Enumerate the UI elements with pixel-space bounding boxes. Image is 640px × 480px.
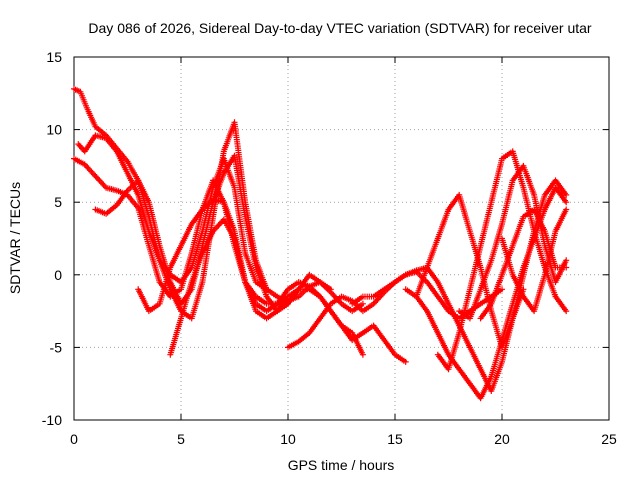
y-tick-label: 10 bbox=[46, 122, 62, 138]
x-tick-label: 20 bbox=[494, 431, 510, 447]
x-tick-label: 10 bbox=[280, 431, 296, 447]
point-marker-trail bbox=[167, 216, 409, 365]
y-tick-label: -10 bbox=[42, 412, 62, 428]
series-track-6 bbox=[167, 216, 409, 365]
chart-title: Day 086 of 2026, Sidereal Day-to-day VTE… bbox=[88, 20, 592, 36]
series-track-5 bbox=[135, 196, 366, 358]
y-tick-label: 0 bbox=[54, 267, 62, 283]
x-tick-label: 5 bbox=[177, 431, 185, 447]
x-tick-label: 25 bbox=[601, 431, 617, 447]
point-marker-trail bbox=[456, 162, 570, 322]
series-track-3 bbox=[92, 152, 366, 315]
grid-lines bbox=[74, 57, 609, 420]
series-track-4 bbox=[75, 132, 270, 293]
x-tick-label: 15 bbox=[387, 431, 403, 447]
axis-ticks: 0 5 10 15 20 25 -10 -5 0 5 10 15 bbox=[42, 49, 617, 447]
point-marker-trail bbox=[92, 152, 366, 315]
y-tick-label: 5 bbox=[54, 194, 62, 210]
point-marker-trail bbox=[499, 206, 570, 315]
series-track-14 bbox=[499, 206, 570, 315]
series-track-12 bbox=[456, 162, 570, 322]
point-marker-trail bbox=[413, 177, 570, 351]
plot-frame bbox=[73, 56, 610, 421]
y-axis-label: SDTVAR / TECUs bbox=[7, 182, 23, 294]
x-tick-label: 0 bbox=[70, 431, 78, 447]
x-axis-label: GPS time / hours bbox=[288, 457, 395, 473]
data-points bbox=[71, 85, 570, 402]
y-tick-label: 15 bbox=[46, 49, 62, 65]
y-tick-label: -5 bbox=[50, 339, 63, 355]
point-marker-trail bbox=[135, 196, 366, 358]
series-track-10 bbox=[413, 177, 570, 351]
point-marker-trail bbox=[75, 132, 270, 293]
